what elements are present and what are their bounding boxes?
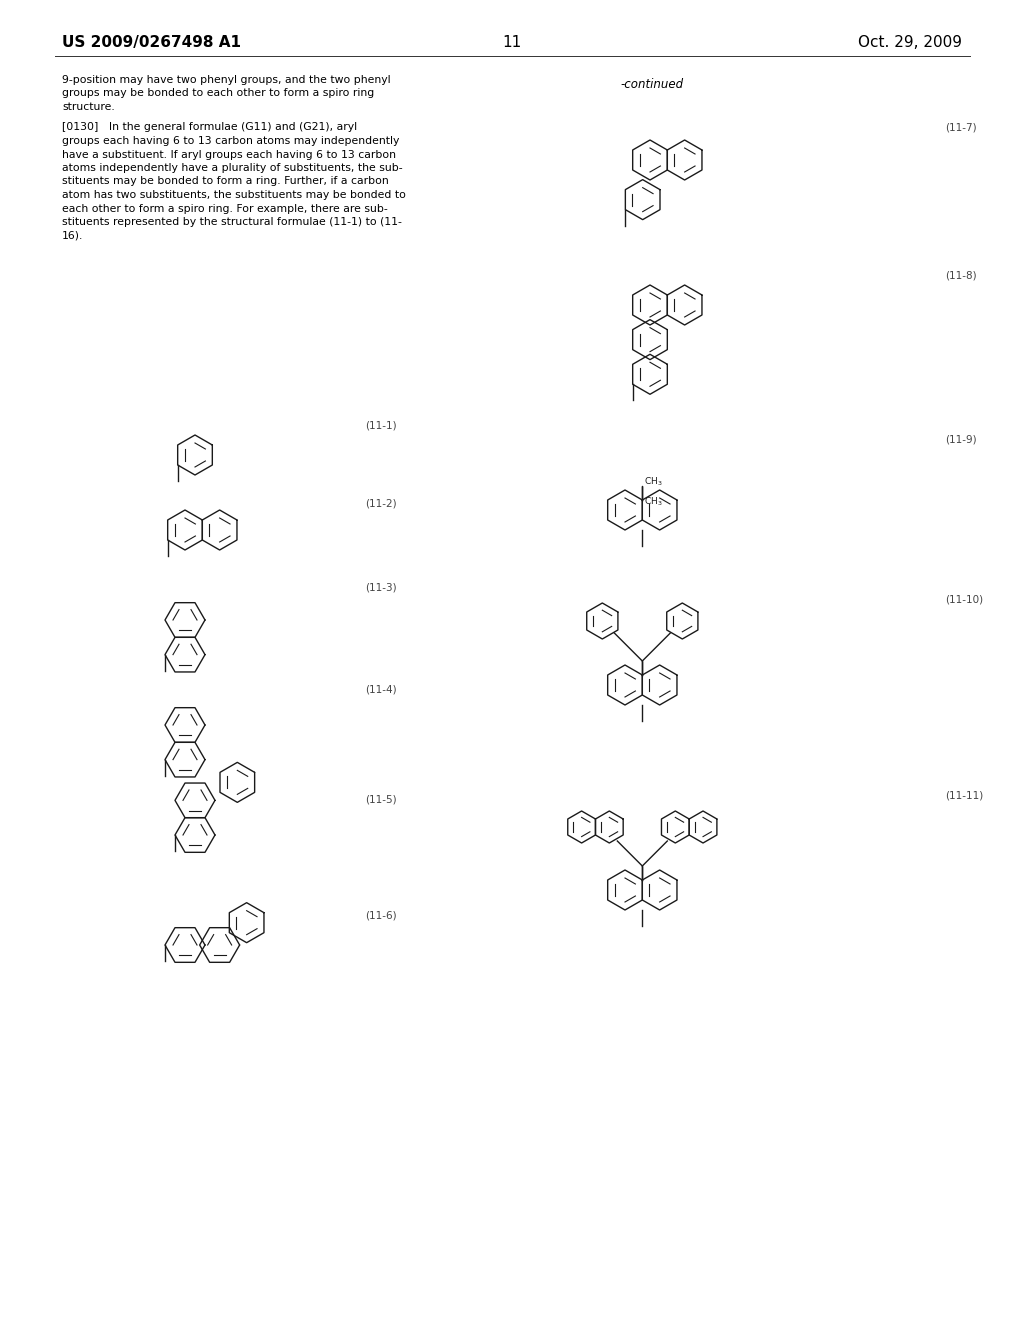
Text: US 2009/0267498 A1: US 2009/0267498 A1 xyxy=(62,36,241,50)
Text: have a substituent. If aryl groups each having 6 to 13 carbon: have a substituent. If aryl groups each … xyxy=(62,149,396,160)
Text: atoms independently have a plurality of substituents, the sub-: atoms independently have a plurality of … xyxy=(62,162,402,173)
Text: (11-6): (11-6) xyxy=(365,909,396,920)
Text: (11-10): (11-10) xyxy=(945,595,983,605)
Text: (11-2): (11-2) xyxy=(365,498,396,508)
Text: (11-11): (11-11) xyxy=(945,789,983,800)
Text: (11-4): (11-4) xyxy=(365,685,396,696)
Text: atom has two substituents, the substituents may be bonded to: atom has two substituents, the substitue… xyxy=(62,190,406,201)
Text: 16).: 16). xyxy=(62,231,83,240)
Text: (11-5): (11-5) xyxy=(365,795,396,805)
Text: (11-1): (11-1) xyxy=(365,420,396,430)
Text: (11-8): (11-8) xyxy=(945,271,977,280)
Text: stituents may be bonded to form a ring. Further, if a carbon: stituents may be bonded to form a ring. … xyxy=(62,177,389,186)
Text: groups each having 6 to 13 carbon atoms may independently: groups each having 6 to 13 carbon atoms … xyxy=(62,136,399,147)
Text: (11-9): (11-9) xyxy=(945,436,977,445)
Text: each other to form a spiro ring. For example, there are sub-: each other to form a spiro ring. For exa… xyxy=(62,203,388,214)
Text: CH$_3$: CH$_3$ xyxy=(644,496,663,508)
Text: Oct. 29, 2009: Oct. 29, 2009 xyxy=(858,36,962,50)
Text: CH$_3$: CH$_3$ xyxy=(644,475,663,488)
Text: -continued: -continued xyxy=(620,78,683,91)
Text: structure.: structure. xyxy=(62,102,115,112)
Text: [0130]   In the general formulae (G11) and (G21), aryl: [0130] In the general formulae (G11) and… xyxy=(62,123,357,132)
Text: 9-position may have two phenyl groups, and the two phenyl: 9-position may have two phenyl groups, a… xyxy=(62,75,390,84)
Text: groups may be bonded to each other to form a spiro ring: groups may be bonded to each other to fo… xyxy=(62,88,374,99)
Text: stituents represented by the structural formulae (11-1) to (11-: stituents represented by the structural … xyxy=(62,216,401,227)
Text: 11: 11 xyxy=(503,36,521,50)
Text: (11-7): (11-7) xyxy=(945,121,977,132)
Text: (11-3): (11-3) xyxy=(365,582,396,591)
